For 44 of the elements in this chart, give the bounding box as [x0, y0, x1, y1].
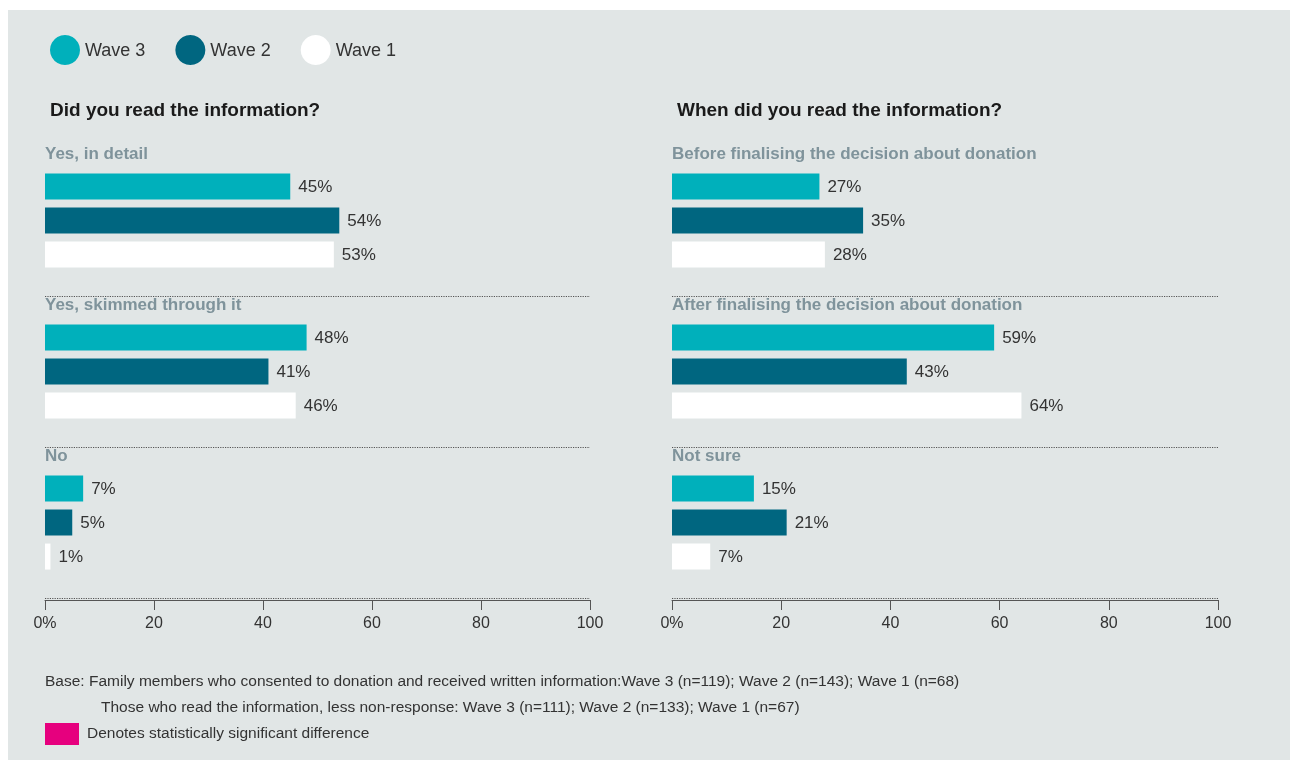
data-label: 21% [794, 513, 829, 532]
y-tick-label: Not sure [672, 445, 741, 465]
data-label: 43% [914, 362, 949, 381]
data-label: 46% [303, 396, 338, 416]
x-tick-label: 100 [576, 613, 604, 631]
x-tick-label: 20 [772, 613, 791, 631]
text: Those who read the information, less non-response: Wave 3 (n=111); Wave 2 (n=133); Wave 1 (n=67) [100, 697, 801, 717]
data-label: 7% [91, 478, 116, 498]
data-label: 53% [341, 245, 376, 265]
legend-label: Wave 2 [210, 40, 271, 60]
y-tick-label: Yes, in detail [45, 143, 148, 163]
x-tick-label: 40 [254, 613, 272, 631]
y-tick-label: Yes, skimmed through it [45, 294, 242, 314]
legend-label: Wave 3 [85, 40, 146, 60]
data-label: 7% [718, 547, 743, 567]
text: Denotes statistically significant difference [86, 723, 371, 743]
x-tick-label: 60 [363, 613, 381, 631]
data-label: 45% [298, 176, 333, 196]
x-tick-label: 100 [1204, 613, 1232, 631]
data-label: 27% [827, 176, 862, 196]
chart-title: When did you read the information? [677, 99, 1003, 120]
chart-title: Did you read the information? [50, 99, 321, 120]
legend-label: Wave 1 [335, 40, 397, 60]
data-label: 1% [58, 547, 84, 567]
x-tick-label: 0% [660, 613, 684, 631]
x-tick-label: 40 [881, 613, 900, 631]
text: Base: Family members who consented to donation and received written information:Wave 3 (n=119); Wave 2 (n=143); Wave 1 (n=68) [45, 671, 960, 691]
x-tick-label: 20 [145, 613, 163, 631]
data-label: 54% [347, 211, 382, 230]
data-label: 35% [871, 211, 906, 230]
y-tick-label: No [45, 445, 68, 465]
x-tick-label: 80 [1099, 613, 1118, 631]
data-label: 41% [276, 362, 311, 381]
x-tick-label: 0% [33, 613, 57, 631]
y-tick-label: After finalising the decision about donation [672, 294, 1023, 314]
x-tick-label: 60 [990, 613, 1009, 631]
data-label: 5% [80, 513, 105, 532]
data-label: 59% [1002, 327, 1037, 347]
data-label: 28% [832, 245, 867, 265]
x-tick-label: 80 [472, 613, 490, 631]
data-label: 64% [1029, 396, 1064, 416]
data-label: 15% [761, 478, 796, 498]
data-label: 48% [314, 327, 349, 347]
y-tick-label: Before finalising the decision about donation [672, 143, 1037, 163]
